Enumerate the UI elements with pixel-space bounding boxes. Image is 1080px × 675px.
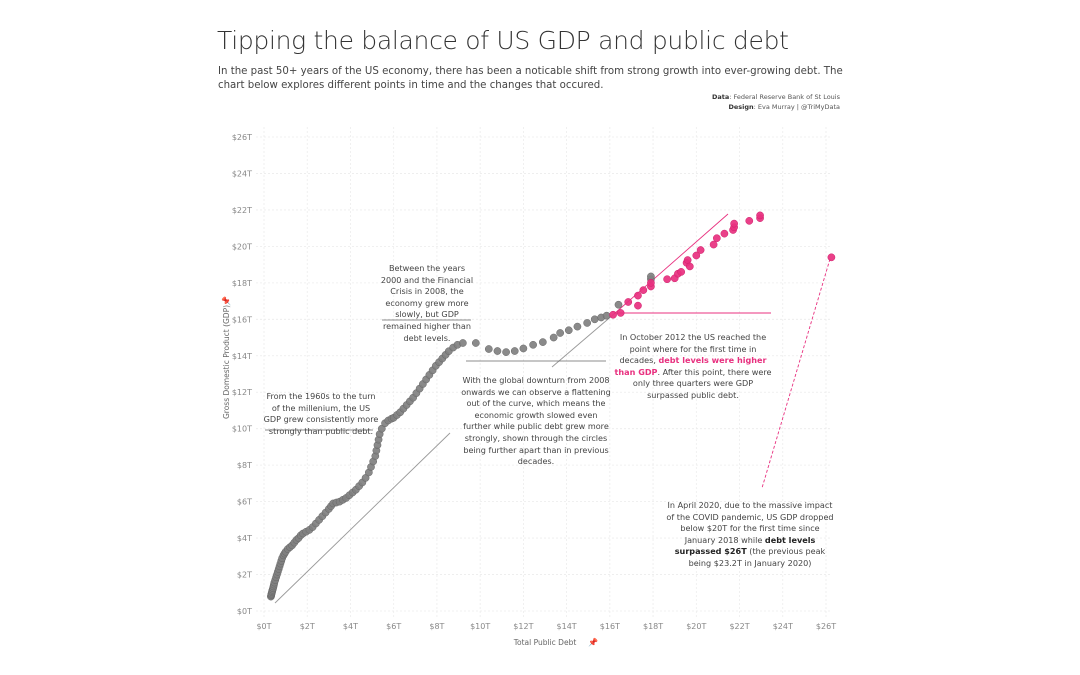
- data-point-gray: [502, 348, 510, 356]
- x-tick-label: $12T: [513, 622, 533, 631]
- data-point-pink: [647, 278, 655, 287]
- data-point-pink: [624, 298, 633, 306]
- x-tick-label: $0T: [256, 622, 271, 631]
- data-point-gray: [556, 329, 564, 337]
- data-source: : Federal Reserve Bank of St Louis: [729, 93, 840, 101]
- data-point-gray: [493, 347, 502, 355]
- data-point-pink: [677, 268, 686, 276]
- data-point-gray: [573, 322, 582, 331]
- data-point-gray: [484, 345, 493, 353]
- y-tick-label: $22T: [232, 206, 252, 215]
- y-tick-label: $12T: [232, 388, 252, 397]
- annotation-2000s: Between the years 2000 and the Financial…: [380, 263, 474, 343]
- y-axis-pin-icon: 📌: [221, 296, 231, 306]
- reference-line-pink: [613, 213, 729, 315]
- x-tick-label: $6T: [386, 622, 401, 631]
- data-point-gray: [529, 340, 537, 349]
- data-point-pink: [634, 291, 642, 300]
- y-tick-label: $24T: [232, 169, 252, 178]
- data-label: Data: [711, 93, 730, 101]
- y-tick-label: $20T: [232, 242, 252, 251]
- x-tick-label: $4T: [343, 622, 358, 631]
- data-point-gray: [564, 326, 573, 335]
- credits: Data: Federal Reserve Bank of St Louis D…: [712, 92, 840, 112]
- x-axis-title: Total Public Debt: [513, 638, 577, 647]
- data-point-gray: [602, 311, 611, 320]
- data-point-gray: [538, 338, 547, 346]
- data-point-gray: [459, 339, 467, 347]
- x-tick-label: $2T: [300, 622, 315, 631]
- data-point-pink: [685, 262, 694, 271]
- data-point-pink: [634, 301, 642, 310]
- x-tick-label: $10T: [470, 622, 490, 631]
- data-point-pink: [683, 256, 692, 264]
- annotation-2020: In April 2020, due to the massive impact…: [666, 500, 834, 568]
- y-tick-label: $14T: [232, 352, 252, 361]
- page-subtitle: In the past 50+ years of the US economy,…: [218, 66, 843, 91]
- x-tick-label: $8T: [429, 622, 444, 631]
- design-credit: : Eva Murray | @TriMyData: [753, 103, 840, 111]
- x-tick-label: $20T: [686, 622, 706, 631]
- y-tick-label: $4T: [237, 534, 252, 543]
- y-axis-title: Gross Domestic Product (GDP): [222, 305, 231, 419]
- y-tick-label: $8T: [237, 461, 252, 470]
- x-tick-label: $16T: [600, 622, 620, 631]
- annotation-1960s: From the 1960s to the turn of the millen…: [263, 391, 379, 436]
- data-point-gray: [614, 300, 623, 309]
- reference-line-lower: [274, 432, 451, 604]
- reference-line-upper: [551, 313, 615, 368]
- data-point-pink: [730, 219, 738, 228]
- y-tick-label: $2T: [237, 571, 252, 580]
- data-point-pink: [616, 309, 625, 317]
- y-tick-label: $0T: [237, 607, 252, 616]
- annotation-2012: In October 2012 the US reached the point…: [614, 332, 772, 400]
- x-tick-label: $14T: [557, 622, 577, 631]
- data-point-pink: [663, 275, 671, 284]
- x-tick-label: $18T: [643, 622, 663, 631]
- data-point-pink: [609, 310, 617, 319]
- y-tick-label: $6T: [237, 498, 252, 507]
- data-point-gray: [471, 339, 480, 347]
- data-point-pink: [696, 246, 705, 254]
- x-tick-label: $26T: [816, 622, 836, 631]
- data-point-pink: [639, 286, 648, 294]
- data-point-pink: [756, 211, 764, 220]
- data-point-gray: [519, 344, 528, 353]
- design-label: Design: [728, 103, 754, 111]
- data-point-gray: [647, 272, 655, 281]
- annotation-2008: With the global downturn from 2008 onwar…: [461, 375, 611, 467]
- data-point-pink: [692, 251, 701, 260]
- y-tick-label: $18T: [232, 279, 252, 288]
- data-point-gray: [583, 319, 592, 327]
- x-tick-label: $22T: [729, 622, 749, 631]
- data-point-gray: [510, 347, 519, 355]
- data-point-pink: [720, 229, 729, 238]
- data-point-pink: [709, 240, 718, 249]
- data-point-pink: [827, 253, 836, 262]
- y-tick-label: $10T: [232, 425, 252, 434]
- page-title: Tipping the balance of US GDP and public…: [217, 26, 789, 55]
- y-tick-label: $16T: [232, 315, 252, 324]
- y-tick-label: $26T: [232, 133, 252, 142]
- data-point-pink: [745, 217, 754, 225]
- x-tick-label: $24T: [773, 622, 793, 631]
- x-axis-pin-icon: 📌: [588, 637, 598, 647]
- data-point-pink: [712, 234, 721, 243]
- data-point-gray: [549, 333, 558, 342]
- data-point-gray: [590, 315, 599, 324]
